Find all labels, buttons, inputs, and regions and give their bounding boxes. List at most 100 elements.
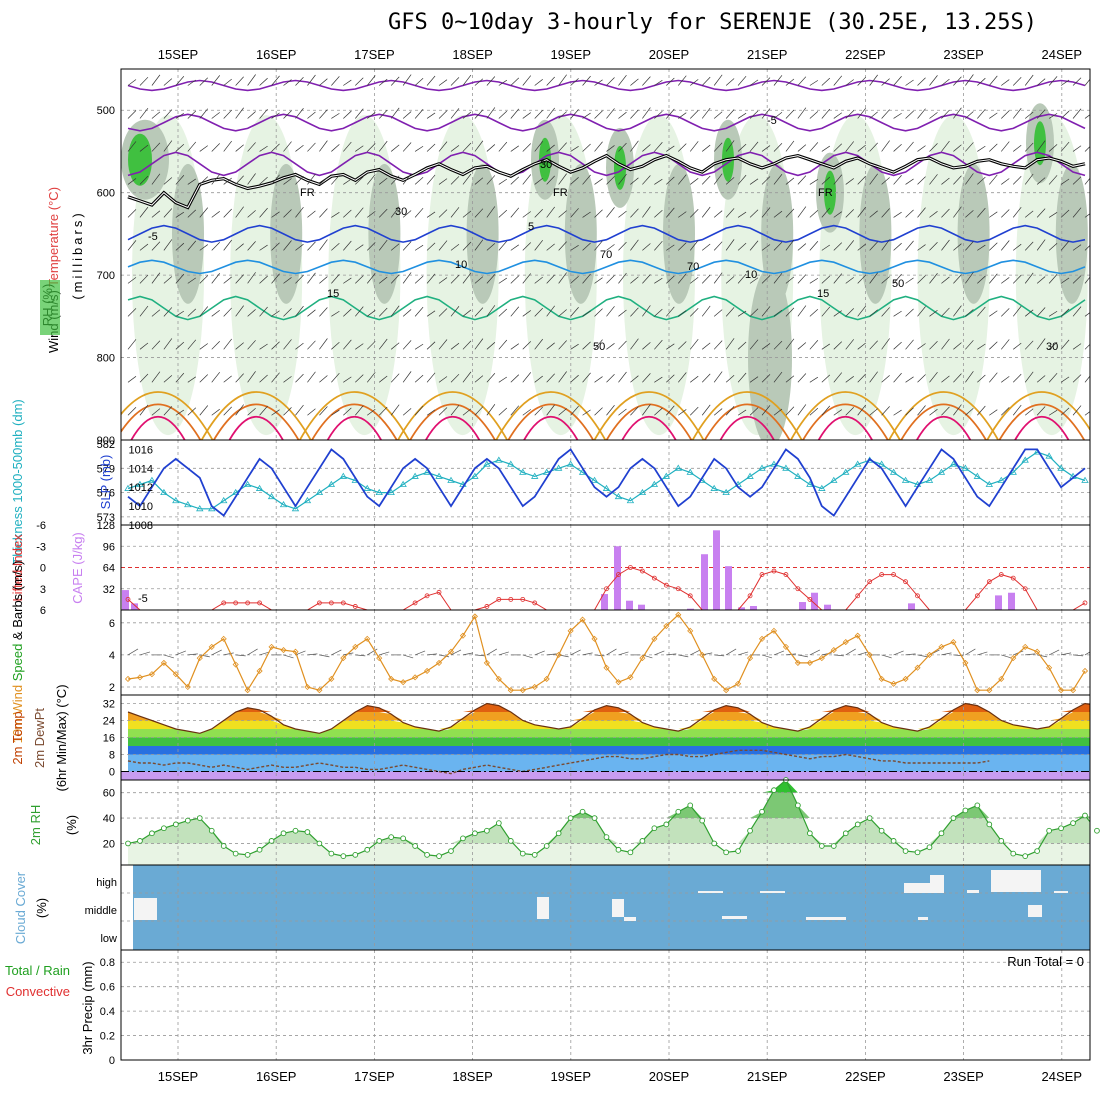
wind-barb (630, 78, 639, 86)
wind-barb (809, 308, 819, 317)
wind-speed-marker (1034, 648, 1041, 655)
wind-barb (355, 306, 364, 317)
wind-speed-marker (1010, 655, 1017, 662)
wind-barb (259, 207, 268, 218)
wind-barb (247, 272, 256, 284)
top-date-label: 19SEP (551, 47, 591, 62)
wind-barb (1060, 308, 1070, 317)
thickness-marker (662, 472, 671, 479)
rh-marker (603, 834, 610, 840)
wind-barb (546, 243, 555, 251)
wind-barb (857, 274, 866, 284)
warm-isotherm-arc (900, 403, 987, 440)
cape-bar (701, 554, 708, 610)
wind-speed-marker (483, 659, 490, 666)
wind-barb (917, 244, 926, 251)
wind-barb (881, 276, 890, 284)
top-date-label: 21SEP (747, 47, 787, 62)
wind-barb (522, 341, 532, 350)
wind-speed-marker (735, 680, 742, 687)
warm-isotherm-arc (409, 403, 496, 440)
wind-barb (355, 145, 364, 152)
wind-barb (319, 78, 328, 86)
wind-barb (869, 241, 878, 251)
top-date-label: 20SEP (649, 47, 689, 62)
thickness-marker (471, 472, 479, 479)
wind-speed-marker (974, 687, 981, 694)
contour-label: -5 (767, 115, 777, 127)
wind-barb (1060, 141, 1070, 152)
wind-barb (833, 143, 843, 152)
wind-speed-marker (794, 659, 801, 666)
wind-barb (797, 404, 807, 416)
contour-label: FR (300, 187, 315, 199)
wind-barb (1084, 651, 1090, 656)
wind-barb (1060, 407, 1070, 416)
wind-barb (929, 75, 938, 86)
wind-barb (869, 173, 878, 185)
thickness-marker (495, 456, 503, 463)
temp-band-below-zero (121, 771, 1090, 780)
wind-barb (438, 308, 448, 317)
thickness-marker (172, 496, 180, 504)
wind-barb (367, 648, 378, 656)
wind-barb (1036, 338, 1046, 350)
upper-ylabel-sub: (millibars) (70, 210, 85, 299)
wind-barb (1060, 339, 1070, 350)
pressure-tick-label: 600 (97, 188, 115, 200)
rh-marker (173, 821, 179, 828)
wind-barb (426, 273, 436, 284)
wind-barb (630, 140, 639, 152)
wind-barb (367, 143, 376, 152)
wind-barb (881, 208, 890, 218)
rh-marker (854, 821, 861, 828)
wind-barb (283, 209, 292, 218)
rh-marker (543, 843, 550, 849)
rh-band (128, 780, 1090, 819)
cape-bar (725, 566, 732, 610)
lifted-index-marker (795, 586, 801, 592)
rh-marker (830, 843, 837, 849)
wind-barb (510, 77, 520, 86)
wind-barb (785, 208, 795, 218)
wind-barb (1013, 243, 1022, 251)
cloud-gap (624, 917, 636, 921)
wind-barb (929, 112, 938, 119)
wind-barb (498, 79, 508, 86)
wind-barb (761, 244, 771, 251)
wind-barb (1072, 275, 1082, 284)
cloud-gap (930, 875, 944, 893)
wind-barb (534, 177, 543, 185)
wind-barb (355, 244, 364, 251)
wind-barb (331, 274, 340, 284)
wind-barb (929, 242, 938, 251)
wind-barb (725, 140, 735, 152)
wind-barb (510, 108, 520, 119)
thickness-marker (650, 480, 659, 487)
wind-barb (941, 109, 950, 119)
cape-tick-label: 96 (103, 541, 115, 553)
wind-barb (426, 143, 436, 152)
wind-barb (725, 177, 735, 185)
thickness-marker (1057, 464, 1065, 471)
wind-barb (414, 650, 426, 656)
cape-bar (626, 600, 633, 610)
wind-tick-label: 6 (109, 618, 115, 630)
dewpoint-line (127, 749, 990, 775)
wind-barb (211, 174, 221, 185)
wind-barb (582, 652, 593, 656)
wind-barb (905, 376, 914, 383)
bottom-date-label: 23SEP (943, 1069, 983, 1084)
wind-barb (797, 373, 807, 383)
wind-barb (307, 408, 316, 416)
wind-barb (486, 206, 496, 218)
warm-isotherm-arc (986, 391, 1090, 440)
isotherm-line (127, 259, 1086, 275)
cloud-gap (612, 899, 624, 917)
wind-barb (941, 276, 950, 284)
wind-barb (594, 178, 603, 185)
wind-barb (642, 404, 651, 416)
bottom-date-label: 21SEP (747, 1069, 787, 1084)
wind-barb (953, 274, 962, 284)
wind-barb (630, 239, 639, 251)
